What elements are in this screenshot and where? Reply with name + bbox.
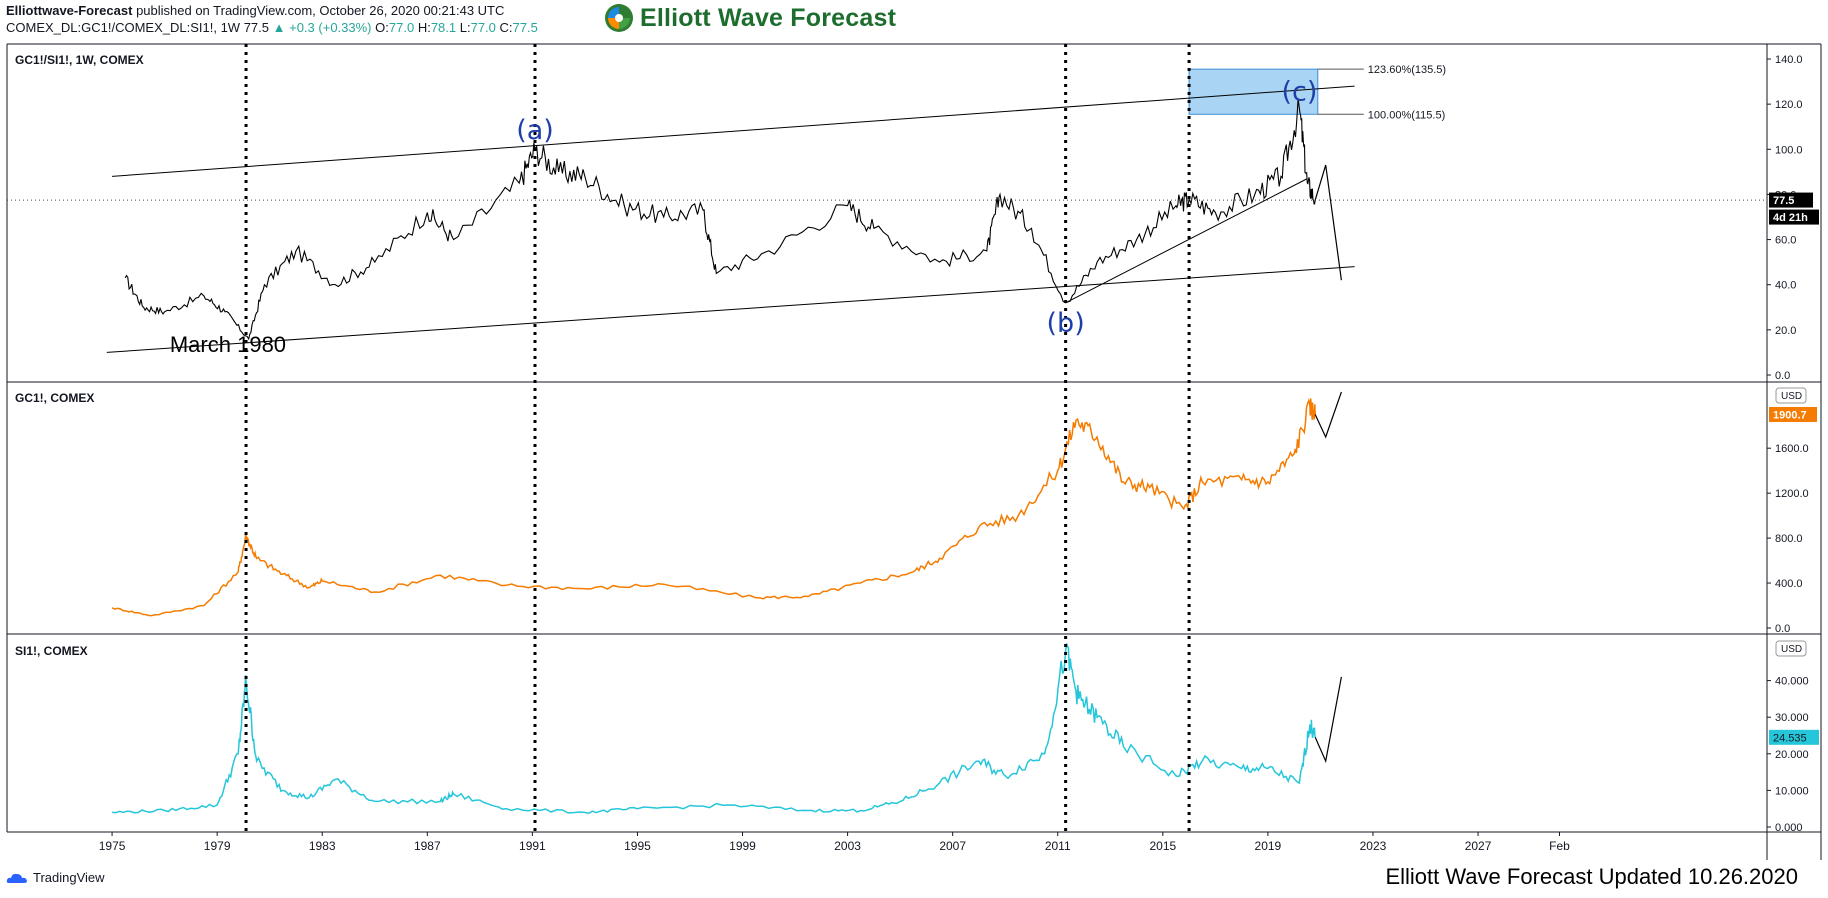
countdown-tag: 4d 21h	[1769, 209, 1819, 225]
silver-series-line	[112, 643, 1316, 815]
ratio-tick-label-6: 120.0	[1775, 99, 1803, 111]
ohlc-o-label: O:	[375, 20, 389, 35]
gold-price-axis[interactable]: 0.0 400.0 800.0 1200.0 1600.0	[1767, 443, 1809, 635]
bar-countdown: 4d 21h	[1773, 212, 1808, 224]
time-axis[interactable]: 1975 1979 1983 1987 1991 1995 1999 2003 2007 2011…	[99, 832, 1570, 853]
fib-target-box[interactable]	[1188, 68, 1319, 115]
price-change: ▲ +0.3 (+0.33%)	[272, 20, 372, 35]
gold-last-value: 1900.7	[1773, 409, 1807, 421]
time-tick-label-4: 1991	[519, 839, 546, 853]
channel-lower-line	[106, 266, 1355, 353]
silver-tick-label-3: 30.000	[1775, 712, 1809, 724]
ratio-series-line	[124, 98, 1316, 341]
gold-tick-label-1: 400.0	[1775, 578, 1803, 590]
silver-tick-label-1: 10.000	[1775, 785, 1809, 797]
ratio-tick-label-1: 20.0	[1775, 325, 1796, 337]
gold-pane-label: GC1!, COMEX	[15, 391, 94, 405]
time-tick-label-12: 2023	[1360, 839, 1387, 853]
fib-label-100: 100.00%(115.5)	[1368, 109, 1445, 121]
time-tick-label-1: 1979	[204, 839, 231, 853]
ratio-tick-label-2: 40.0	[1775, 280, 1796, 292]
gold-tick-label-2: 800.0	[1775, 533, 1803, 545]
gold-projection-path	[1314, 391, 1342, 439]
gold-tick-label-0: 0.0	[1775, 623, 1790, 635]
wave-label-a: (a)	[516, 115, 554, 146]
ohlc-l-label: L:	[459, 20, 471, 35]
wave-label-c: (c)	[1281, 77, 1317, 108]
gold-last-tag: 1900.7	[1769, 406, 1817, 422]
time-tick-label-0: 1975	[99, 839, 126, 853]
silver-pane-label: SI1!, COMEX	[15, 644, 88, 658]
time-tick-label-14: Feb	[1549, 839, 1570, 853]
silver-last-tag: 24.535	[1769, 729, 1819, 745]
silver-last-value: 24.535	[1773, 732, 1807, 744]
ohlc-c: 77.5	[512, 20, 538, 35]
wave-label-b: (b)	[1047, 308, 1085, 339]
ratio-last-value: 77.5	[1773, 195, 1794, 207]
ratio-tick-label-3: 60.0	[1775, 235, 1796, 247]
silver-tick-label-0: 0.000	[1775, 822, 1803, 834]
ratio-tick-label-0: 0.0	[1775, 370, 1790, 382]
time-tick-label-9: 2011	[1045, 839, 1071, 853]
gold-tick-label-4: 1600.0	[1775, 443, 1809, 455]
silver-unit: USD	[1781, 644, 1802, 655]
silver-tick-label-4: 40.000	[1775, 676, 1809, 688]
march-1980-label: March 1980	[170, 332, 286, 357]
gold-usd-badge[interactable]: USD	[1775, 387, 1807, 404]
time-tick-label-8: 2007	[939, 839, 966, 853]
publish-text: published on TradingView.com, October 26…	[136, 3, 505, 18]
tradingview-brand[interactable]: TradingView	[6, 870, 105, 885]
ratio-tick-label-5: 100.0	[1775, 144, 1803, 156]
globe-logo-icon	[605, 4, 633, 32]
last-price: 77.5	[243, 20, 270, 35]
time-tick-label-13: 2027	[1465, 839, 1492, 853]
gold-tick-label-3: 1200.0	[1775, 488, 1809, 500]
tradingview-cloud-icon	[6, 873, 27, 883]
silver-tick-label-2: 20.000	[1775, 749, 1809, 761]
silver-price-axis[interactable]: 0.000 10.000 20.000 30.000 40.000	[1767, 676, 1809, 834]
series-layer	[7, 44, 1767, 832]
gold-series-line	[111, 397, 1316, 617]
silver-projection-path	[1314, 676, 1342, 764]
time-tick-label-3: 1987	[414, 839, 441, 853]
update-caption: Elliott Wave Forecast Updated 10.26.2020	[1385, 864, 1798, 889]
time-tick-label-6: 1999	[729, 839, 756, 853]
ohlc-c-label: C:	[499, 20, 513, 35]
time-tick-label-2: 1983	[309, 839, 336, 853]
publish-info: Elliottwave-Forecast published on Tradin…	[6, 3, 504, 19]
gold-unit: USD	[1781, 391, 1802, 402]
time-tick-label-5: 1995	[624, 839, 651, 853]
time-tick-label-7: 2003	[834, 839, 861, 853]
ohlc-h-label: H:	[417, 20, 431, 35]
symbol-name: COMEX_DL:GC1!/COMEX_DL:SI1!, 1W	[6, 20, 241, 35]
brand-name: Elliott Wave Forecast	[640, 3, 897, 32]
silver-usd-badge[interactable]: USD	[1775, 640, 1807, 657]
ohlc-o: 77.0	[388, 20, 415, 35]
brand-logo: Elliott Wave Forecast	[604, 3, 896, 33]
fib-label-123: 123.60%(135.5)	[1368, 64, 1446, 76]
time-tick-label-10: 2015	[1149, 839, 1176, 853]
symbol-info: COMEX_DL:GC1!/COMEX_DL:SI1!, 1W 77.5 ▲ +…	[6, 20, 538, 36]
tradingview-label: TradingView	[33, 870, 105, 885]
ratio-tick-label-7: 140.0	[1775, 54, 1803, 66]
publisher-name: Elliottwave-Forecast	[6, 3, 133, 18]
ratio-pane-label: GC1!/SI1!, 1W, COMEX	[15, 53, 144, 67]
ohlc-h: 78.1	[430, 20, 457, 35]
support-trendline	[1065, 178, 1308, 304]
time-tick-label-11: 2019	[1255, 839, 1282, 853]
ratio-projection-path	[1314, 164, 1342, 281]
ohlc-l: 77.0	[470, 20, 496, 35]
channel-upper-line	[112, 85, 1355, 177]
ratio-last-tag: 77.5	[1769, 192, 1813, 208]
